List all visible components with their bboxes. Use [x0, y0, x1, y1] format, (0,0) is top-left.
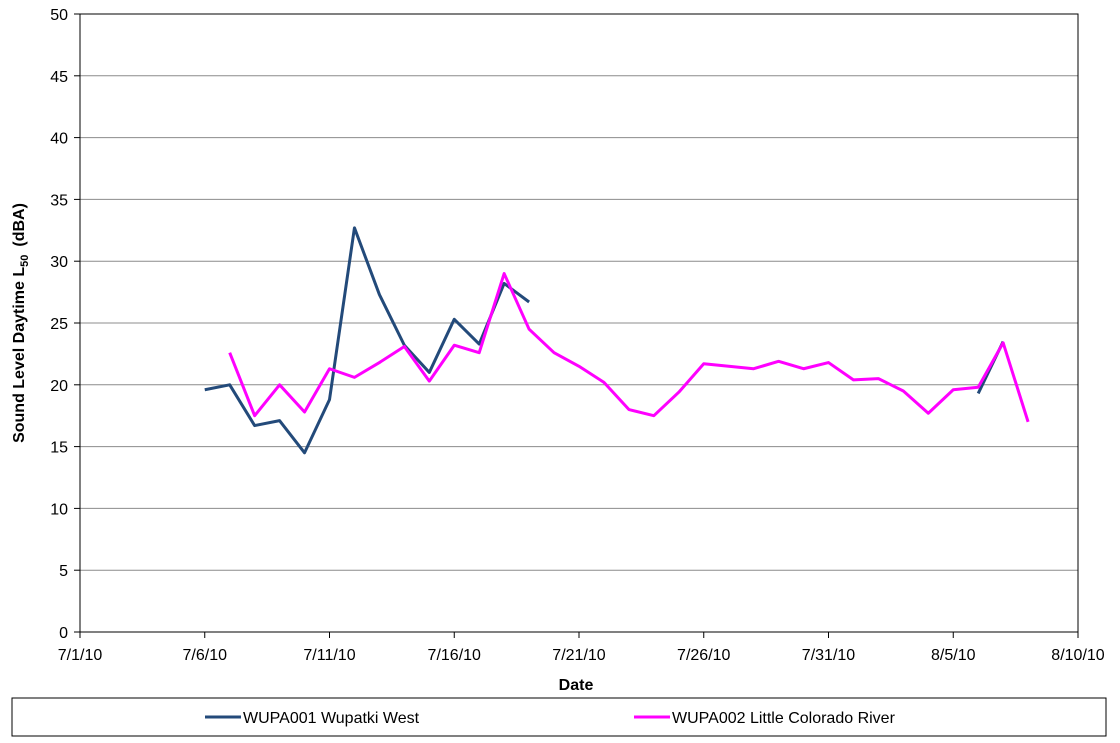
x-tick-label: 7/21/10: [552, 647, 605, 664]
y-tick-label: 35: [50, 192, 68, 209]
x-tick-label: 7/26/10: [677, 647, 730, 664]
legend-box: [11, 697, 1107, 737]
y-axis-label-unit: (dBA): [11, 203, 28, 247]
y-tick-label: 50: [50, 7, 68, 24]
y-tick-label: 10: [50, 501, 68, 518]
x-tick-label: 8/10/10: [1051, 647, 1104, 664]
y-tick-label: 20: [50, 378, 68, 395]
legend-label: WUPA002 Little Colorado River: [672, 710, 896, 727]
x-tick-label: 7/1/10: [58, 647, 103, 664]
y-tick-label: 40: [50, 131, 68, 148]
x-tick-label: 7/11/10: [303, 647, 355, 664]
legend-label: WUPA001 Wupatki West: [243, 710, 420, 727]
y-tick-label: 45: [50, 69, 68, 86]
x-tick-label: 7/6/10: [183, 647, 228, 664]
y-tick-label: 0: [59, 625, 68, 642]
x-tick-label: 8/5/10: [931, 647, 976, 664]
y-axis-label-subscript: 50: [19, 255, 31, 267]
y-tick-label: 15: [50, 440, 68, 457]
y-axis-label-text: Sound Level Daytime L: [11, 267, 28, 443]
y-tick-label: 25: [50, 316, 68, 333]
y-tick-label: 30: [50, 254, 68, 271]
x-tick-label: 7/16/10: [428, 647, 481, 664]
x-axis-label: Date: [559, 677, 594, 694]
series-line: [228, 272, 1030, 423]
x-tick-label: 7/31/10: [802, 647, 855, 664]
y-axis-label: Sound Level Daytime L50 (dBA): [11, 203, 31, 443]
y-tick-label: 5: [59, 563, 68, 580]
